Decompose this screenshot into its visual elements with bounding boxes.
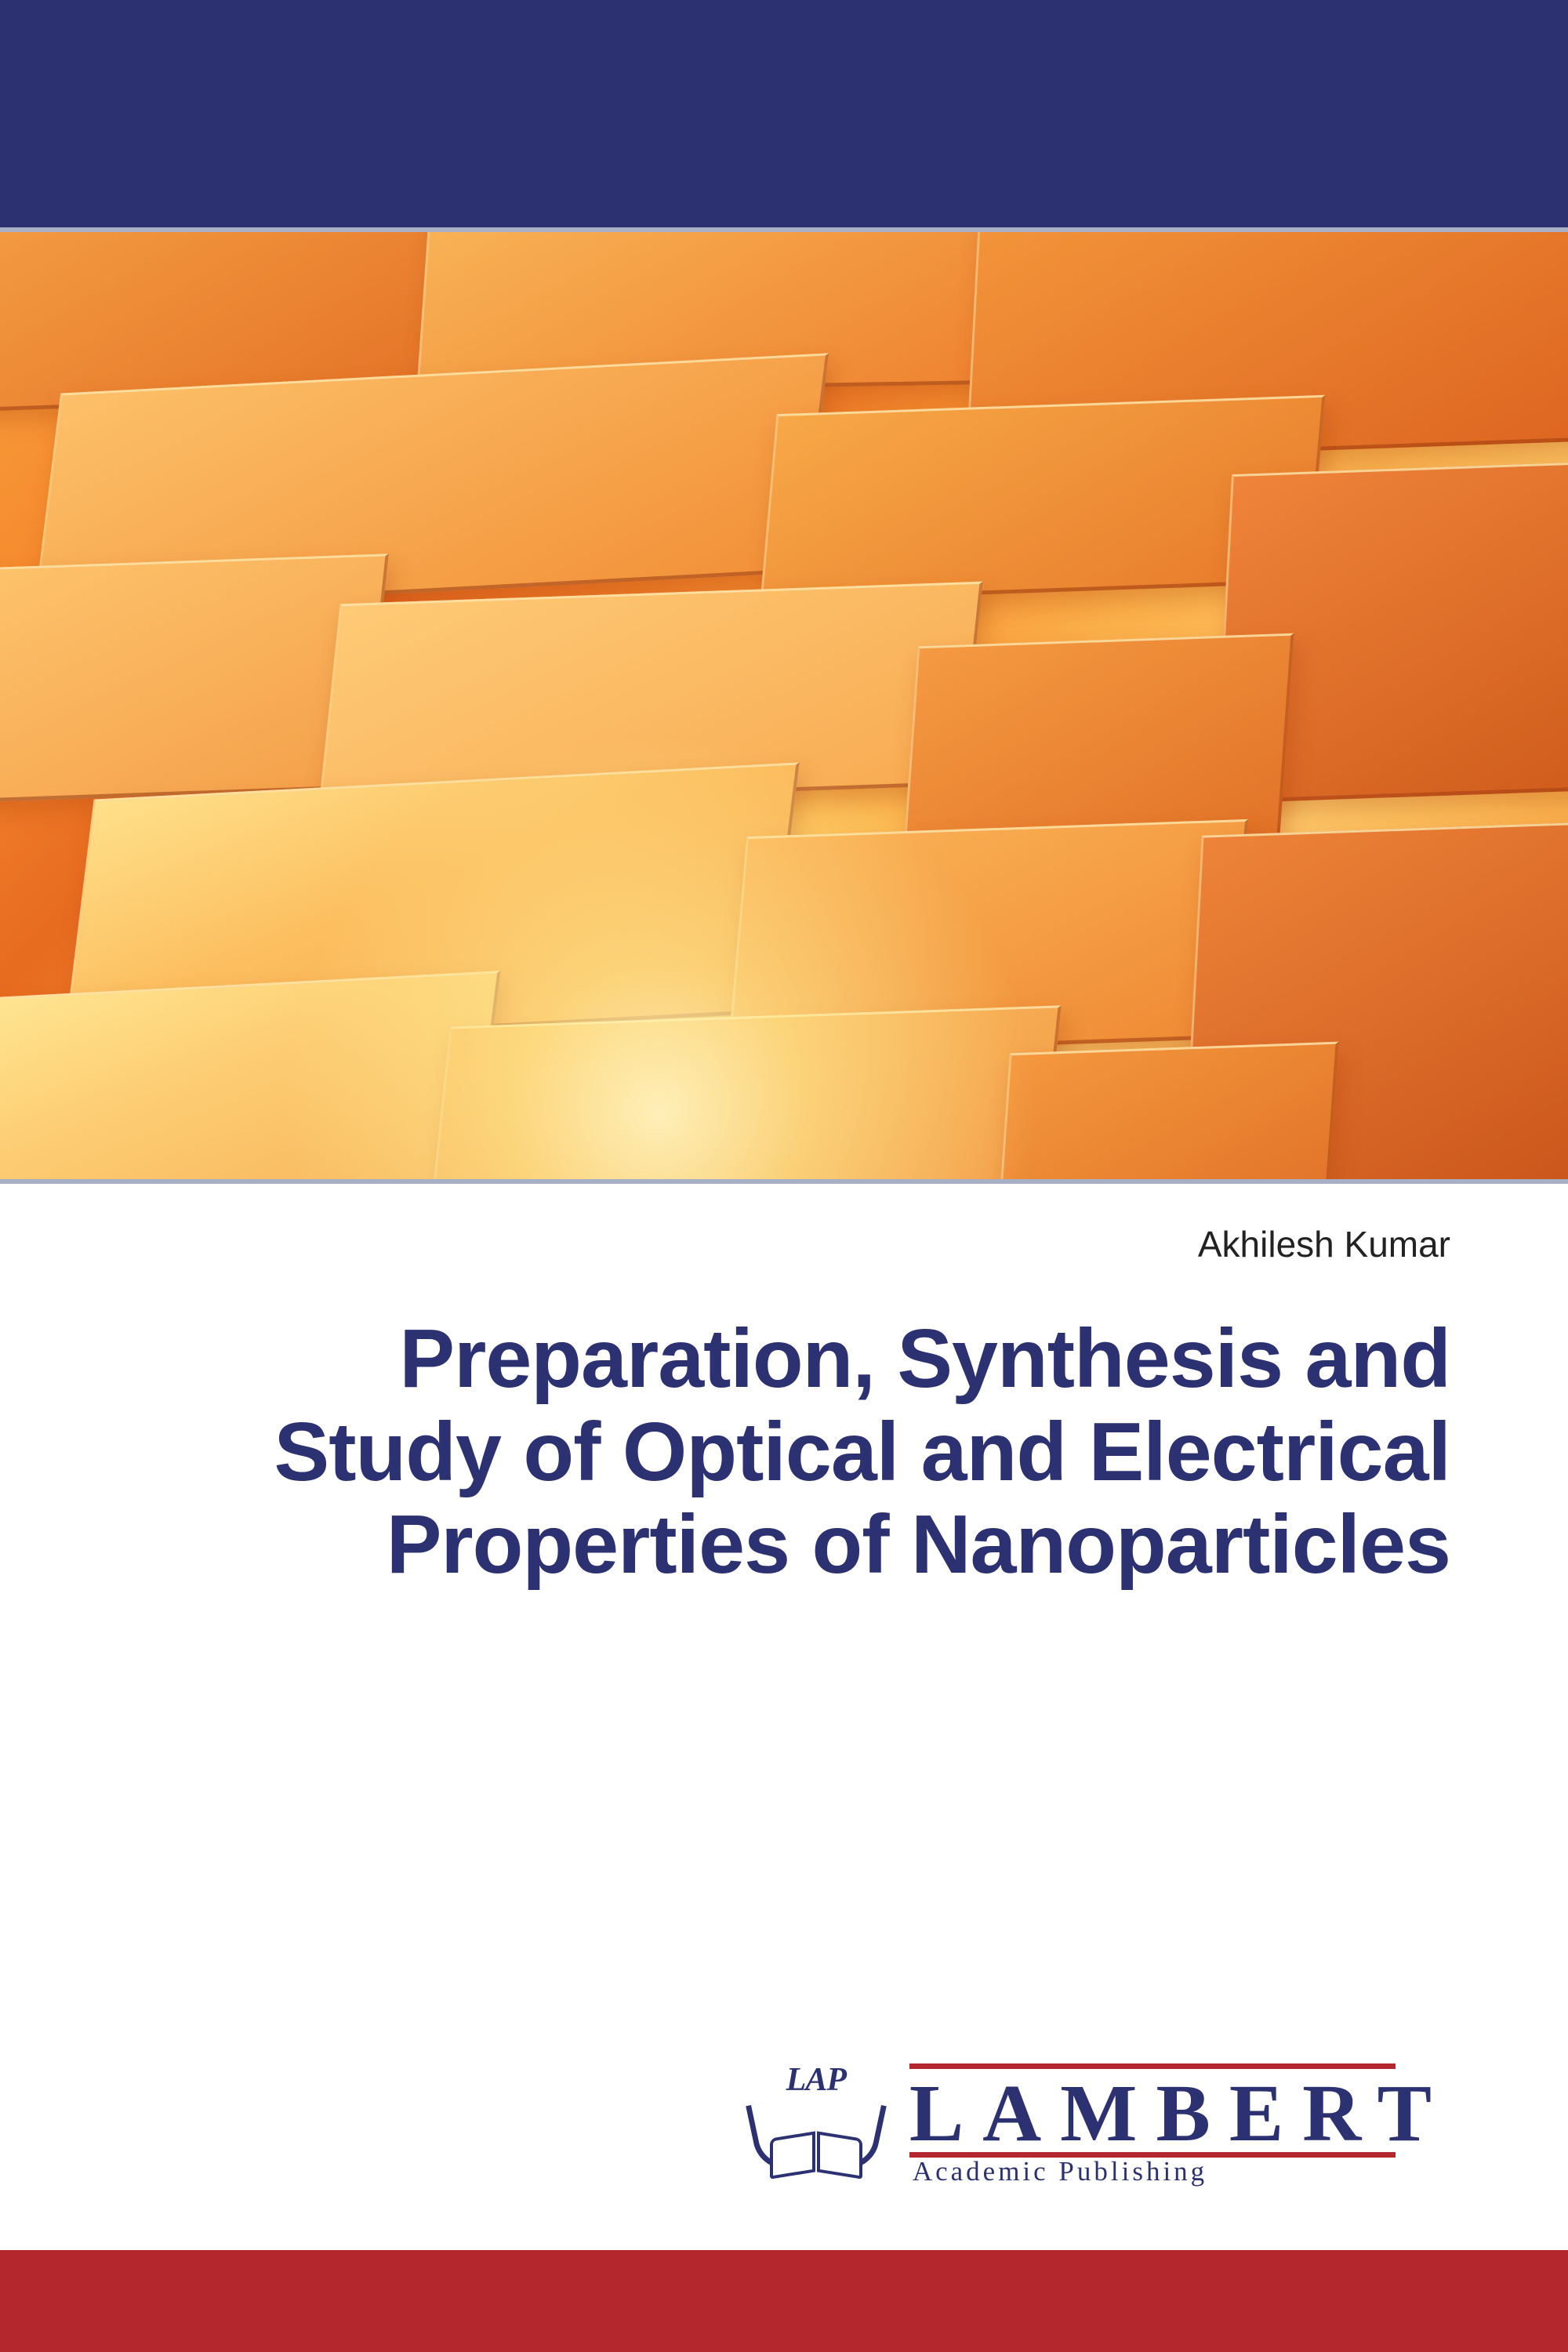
publisher-name: LAMBERT (909, 2072, 1450, 2155)
publisher-logo: LAP LAMBERT Academic Publishing (750, 2063, 1450, 2187)
top-navy-band (0, 0, 1568, 227)
lap-book-icon: LAP (750, 2071, 883, 2180)
publisher-wordmark: LAMBERT Academic Publishing (909, 2063, 1450, 2187)
geo-block (0, 971, 500, 1184)
geo-block (428, 1005, 1061, 1184)
text-content: Akhilesh Kumar Preparation, Synthesis an… (0, 1223, 1568, 1592)
geo-block (997, 1042, 1338, 1184)
bottom-red-band (0, 2250, 1568, 2352)
publisher-tagline: Academic Publishing (909, 2156, 1450, 2187)
open-book-icon (770, 2129, 862, 2176)
author-name: Akhilesh Kumar (157, 1223, 1450, 1265)
book-title: Preparation, Synthesis and Study of Opti… (157, 1312, 1450, 1592)
lap-badge: LAP (786, 2061, 846, 2099)
hero-graphic (0, 227, 1568, 1184)
